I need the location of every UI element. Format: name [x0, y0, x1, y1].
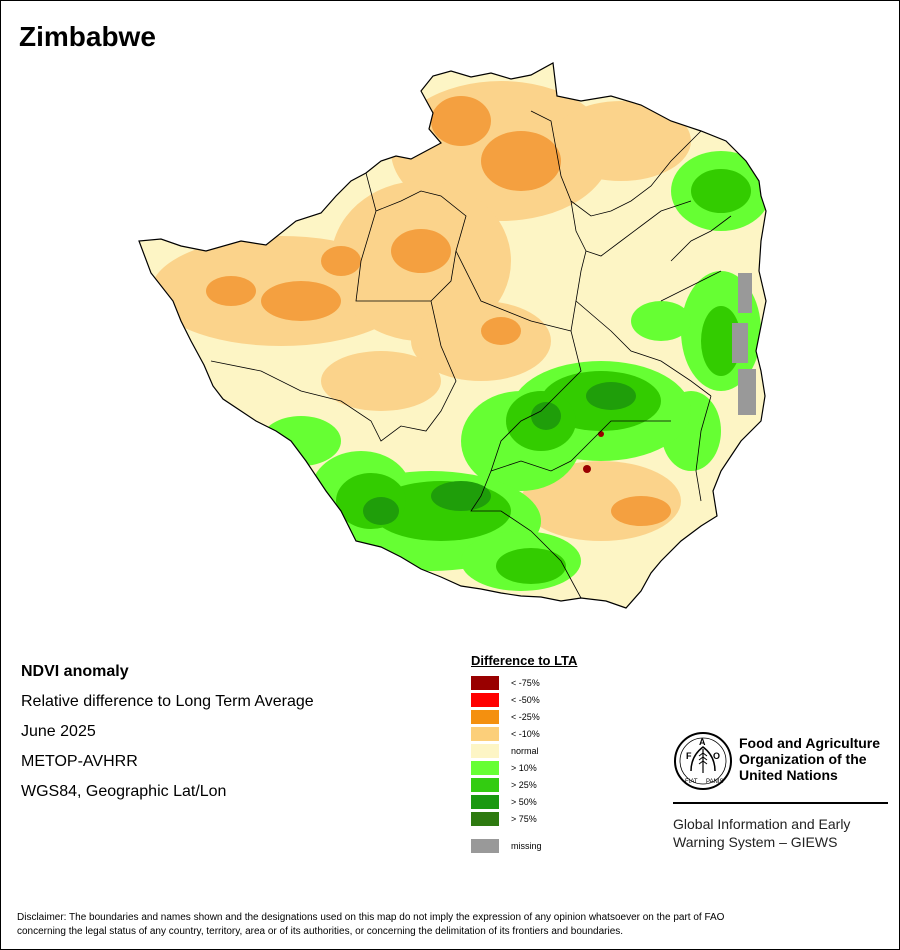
province-boundaries: [210, 110, 732, 599]
logo-motto: FIAT: [685, 779, 698, 785]
legend-item: < -75%: [471, 674, 577, 691]
logo-motto: PANIS: [706, 779, 724, 785]
ndvi-raster: [139, 63, 766, 608]
legend-item: > 25%: [471, 776, 577, 793]
legend-item-missing: missing: [471, 837, 577, 854]
legend-swatch: [471, 676, 499, 690]
legend-item: > 10%: [471, 759, 577, 776]
anomaly-above-50-zones: [363, 382, 636, 525]
legend-label: < -75%: [511, 678, 540, 688]
legend-label: > 25%: [511, 780, 537, 790]
legend-label: < -50%: [511, 695, 540, 705]
legend-swatch: [471, 693, 499, 707]
legend-label: > 75%: [511, 814, 537, 824]
legend-label: > 50%: [511, 797, 537, 807]
ndvi-anomaly-map: [138, 62, 767, 609]
product-description: Relative difference to Long Term Average: [21, 693, 314, 710]
legend-label: < -10%: [511, 729, 540, 739]
missing-data-zone: [732, 273, 756, 415]
legend-swatch: [471, 744, 499, 758]
organization-name: Food and Agriculture Organization of the…: [739, 735, 881, 783]
legend-item: < -25%: [471, 708, 577, 725]
legend-swatch: [471, 812, 499, 826]
legend-swatch: [471, 710, 499, 724]
legend-swatch: [471, 727, 499, 741]
logo-letter: A: [699, 737, 706, 747]
legend-swatch: [471, 839, 499, 853]
divider: [673, 802, 888, 804]
product-name: NDVI anomaly: [21, 663, 129, 680]
legend-swatch: [471, 795, 499, 809]
legend-item: > 50%: [471, 793, 577, 810]
anomaly-below-25-zones: [206, 96, 671, 526]
legend-item: normal: [471, 742, 577, 759]
legend-item: < -10%: [471, 725, 577, 742]
product-period: June 2025: [21, 723, 96, 740]
legend-item: > 75%: [471, 810, 577, 827]
legend-label: > 10%: [511, 763, 537, 773]
legend-label: < -25%: [511, 712, 540, 722]
fao-logo-icon: F A O FIAT PANIS: [674, 732, 732, 790]
product-projection: WGS84, Geographic Lat/Lon: [21, 783, 227, 800]
legend-swatch: [471, 761, 499, 775]
product-sensor: METOP-AVHRR: [21, 753, 138, 770]
legend-item: < -50%: [471, 691, 577, 708]
map-area: [1, 1, 899, 641]
legend-swatch: [471, 778, 499, 792]
logo-letter: F: [686, 751, 692, 761]
map-legend: Difference to LTA < -75% < -50% < -25% <…: [471, 653, 577, 854]
logo-letter: O: [713, 751, 720, 761]
map-metadata: NDVI anomaly Relative difference to Long…: [21, 657, 314, 807]
disclaimer-text: Disclaimer: The boundaries and names sho…: [17, 912, 725, 937]
legend-label: normal: [511, 746, 539, 756]
system-name: Global Information and Early Warning Sys…: [673, 816, 851, 850]
map-title: Zimbabwe: [19, 21, 156, 52]
legend-label: missing: [511, 841, 542, 851]
legend-title: Difference to LTA: [471, 653, 578, 668]
